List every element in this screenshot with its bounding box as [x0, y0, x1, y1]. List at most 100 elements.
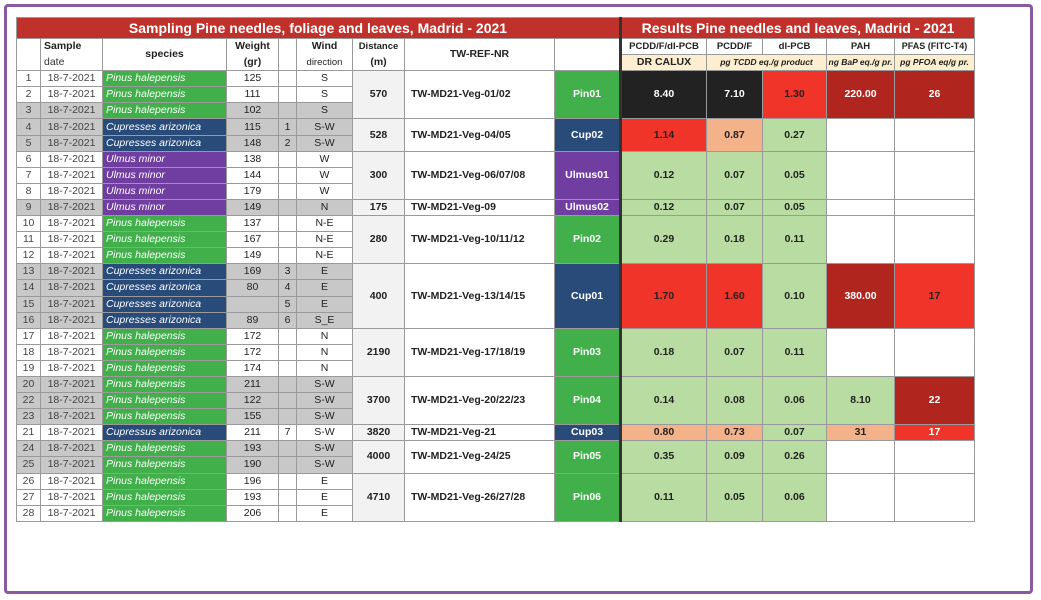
weight-value: 137: [226, 215, 279, 233]
row-number: 16: [16, 311, 41, 329]
sample-date: 18-7-2021: [40, 263, 103, 281]
distance-value: 570: [352, 70, 405, 120]
wind-direction: S-W: [296, 456, 353, 474]
sample-date: 18-7-2021: [40, 504, 103, 522]
table-row: 22 18-7-2021 Pinus halepensis 122 S-W: [16, 392, 975, 410]
wind-direction: E: [296, 263, 353, 281]
wind-direction: S: [296, 70, 353, 88]
row-number: 20: [16, 375, 41, 394]
sample-key: 4: [278, 279, 297, 297]
sample-key: [278, 150, 297, 168]
weight-value: 174: [226, 359, 279, 377]
header-ref: TW-REF-NR: [404, 37, 555, 72]
distance-value: 175: [352, 198, 405, 217]
dlpcb-value: 0.26: [762, 440, 827, 474]
distance-value: 528: [352, 118, 405, 152]
drcalux-value: 8.40: [619, 70, 707, 120]
table-row: 21 18-7-2021 Cupressus arizonica 211 7 S-W 382…: [16, 424, 975, 442]
sample-code: Ulmus02: [554, 198, 621, 217]
dlpcb-value: 0.07: [762, 424, 827, 442]
wind-direction: E: [296, 488, 353, 506]
reference-number: TW-MD21-Veg-26/27/28: [404, 472, 555, 522]
species-name: Ulmus minor: [102, 198, 227, 217]
pah-value: 31: [826, 424, 895, 442]
weight-value: 196: [226, 472, 279, 490]
results-table: Sampling Pine needles, foliage and leave…: [16, 17, 975, 522]
row-number: 7: [16, 166, 41, 184]
sample-key: [278, 456, 297, 474]
species-name: Pinus halepensis: [102, 456, 227, 474]
wind-direction: W: [296, 166, 353, 184]
drcalux-value: 0.11: [619, 472, 707, 522]
pah-value: [826, 472, 895, 522]
species-name: Cupressus arizonica: [102, 424, 227, 442]
table-row: 25 18-7-2021 Pinus halepensis 190 S-W: [16, 456, 975, 474]
sample-date: 18-7-2021: [40, 134, 103, 152]
weight-value: 144: [226, 166, 279, 184]
pcdd-value: 0.09: [706, 440, 763, 474]
header-species: species: [102, 37, 227, 72]
sample-key: [278, 231, 297, 249]
weight-value: 102: [226, 102, 279, 120]
wind-direction: E: [296, 504, 353, 522]
drcalux-value: 0.35: [619, 440, 707, 474]
reference-number: TW-MD21-Veg-24/25: [404, 440, 555, 474]
wind-direction: E: [296, 472, 353, 490]
weight-value: 138: [226, 150, 279, 168]
row-number: 10: [16, 215, 41, 233]
wind-direction: N-E: [296, 215, 353, 233]
header-blank: [278, 37, 297, 72]
pfas-value: 22: [894, 375, 975, 426]
wind-direction: S-W: [296, 134, 353, 152]
dlpcb-value: 0.27: [762, 118, 827, 152]
species-name: Ulmus minor: [102, 166, 227, 184]
sample-key: 7: [278, 424, 297, 442]
sample-code: Pin02: [554, 215, 621, 265]
species-name: Ulmus minor: [102, 150, 227, 168]
header-pcdd: PCDD/F: [706, 37, 763, 56]
sample-date: 18-7-2021: [40, 231, 103, 249]
sample-key: [278, 247, 297, 265]
weight-value: 190: [226, 456, 279, 474]
drcalux-value: 0.12: [619, 198, 707, 217]
row-number: 14: [16, 279, 41, 297]
drcalux-value: 1.70: [619, 263, 707, 329]
sample-key: 5: [278, 295, 297, 313]
sample-code: Pin05: [554, 440, 621, 474]
weight-value: 149: [226, 247, 279, 265]
sample-key: [278, 359, 297, 377]
pcdd-value: 0.73: [706, 424, 763, 442]
sample-key: [278, 343, 297, 361]
table-row: 13 18-7-2021 Cupresses arizonica 169 3 E 400 TW…: [16, 263, 975, 329]
reference-number: TW-MD21-Veg-10/11/12: [404, 215, 555, 265]
dlpcb-value: 0.06: [762, 472, 827, 522]
wind-direction: S-W: [296, 375, 353, 394]
dlpcb-value: 0.06: [762, 375, 827, 426]
sample-date: 18-7-2021: [40, 408, 103, 426]
sample-key: [278, 215, 297, 233]
sample-key: [278, 102, 297, 120]
sample-date: 18-7-2021: [40, 343, 103, 361]
wind-direction: N: [296, 343, 353, 361]
sample-code: Pin01: [554, 70, 621, 120]
species-name: Cupresses arizonica: [102, 295, 227, 313]
header-distance: Distance: [352, 37, 405, 55]
weight-value: 125: [226, 70, 279, 88]
row-number: 23: [16, 408, 41, 426]
sample-key: 1: [278, 118, 297, 136]
dlpcb-value: 0.11: [762, 215, 827, 265]
drcalux-value: 1.14: [619, 118, 707, 152]
dlpcb-value: 0.11: [762, 327, 827, 377]
reference-number: TW-MD21-Veg-17/18/19: [404, 327, 555, 377]
reference-number: TW-MD21-Veg-01/02: [404, 70, 555, 120]
wind-direction: W: [296, 182, 353, 200]
pah-value: [826, 215, 895, 265]
species-name: Pinus halepensis: [102, 102, 227, 120]
sample-code: Cup01: [554, 263, 621, 329]
row-number: 21: [16, 424, 41, 442]
header-sample: Sample: [40, 37, 103, 55]
species-name: Pinus halepensis: [102, 231, 227, 249]
table-row: 10 18-7-2021 Pinus halepensis 137 N-E 280 TW-M…: [16, 215, 975, 265]
sample-date: 18-7-2021: [40, 279, 103, 297]
sample-date: 18-7-2021: [40, 456, 103, 474]
